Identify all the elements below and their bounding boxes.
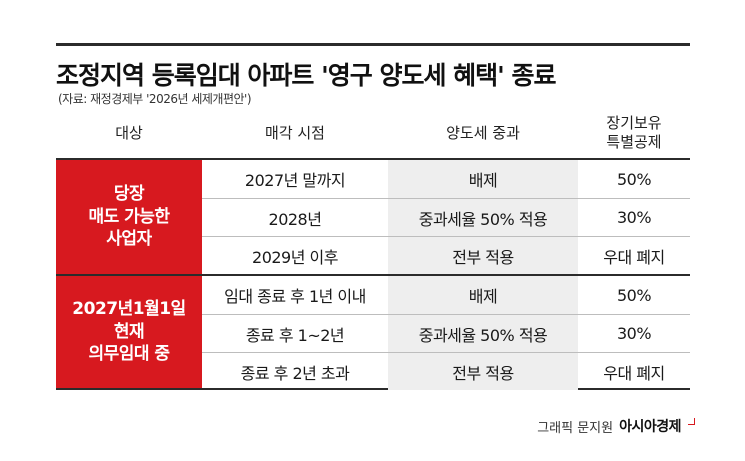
table-row: 2027년 말까지 배제 50% [202,160,690,198]
header-rule [56,158,690,160]
cell-timing: 2029년 이후 [252,247,338,267]
header-long-term-deduction-line1: 장기보유 [606,114,662,133]
cell-tax: 전부 적용 [388,353,578,390]
cell-timing: 2027년 말까지 [244,171,346,190]
cell-timing: 종료 후 1~2년 [245,325,345,345]
cell-deduction: 50% [616,169,652,189]
cell-timing: 종료 후 2년 초과 [240,363,350,383]
cell-tax: 중과세율 50% 적용 [388,199,578,236]
group-label-line: 2027년1월1일 [72,298,186,319]
header-category: 대상 [115,123,143,142]
cell-deduction: 30% [616,324,652,343]
cell-deduction: 50% [616,285,652,305]
top-rule [56,43,690,46]
cell-timing: 임대 종료 후 1년 이내 [224,287,366,306]
page-title: 조정지역 등록임대 아파트 '영구 양도세 혜택' 종료 [56,61,557,90]
group-label-line: 당장 [113,183,145,204]
cell-tax: 배제 [388,160,578,198]
source-note: (자료: 재정경제부 '2026년 세제개편안') [58,92,252,106]
graphic-credit: 그래픽 문지원 [537,420,614,436]
cell-tax: 중과세율 50% 적용 [388,315,578,352]
header-capital-gains-tax: 양도세 중과 [446,123,520,142]
table-row: 2028년 중과세율 50% 적용 30% [202,198,690,236]
header-long-term-deduction-line2: 특별공제 [606,133,662,151]
table-row: 종료 후 1~2년 중과세율 50% 적용 30% [202,314,690,352]
credit-line: 그래픽 문지원 아시아경제 [537,416,695,436]
group-mandatory-rental: 2027년1월1일 현재 의무임대 중 임대 종료 후 1년 이내 배제 50%… [56,274,690,390]
cell-timing: 2028년 [268,209,322,229]
cell-deduction: 30% [616,208,652,227]
header-sale-timing: 매각 시점 [265,123,325,142]
cell-tax: 전부 적용 [388,237,578,274]
table-row: 종료 후 2년 초과 전부 적용 우대 폐지 [202,352,690,390]
bottom-rule [56,388,690,390]
group-label-line: 현재 [113,321,145,342]
brand-logo-text: 아시아경제 [619,419,681,435]
policy-table: 대상 매각 시점 양도세 중과 장기보유 특별공제 당장 매도 가능한 사업자 … [56,108,690,390]
group-immediate-sellers: 당장 매도 가능한 사업자 2027년 말까지 배제 50% 2028년 중과세… [56,160,690,274]
brand-mark-icon [688,417,695,425]
cell-deduction: 우대 폐지 [603,363,665,383]
group-label-line: 매도 가능한 [88,206,170,227]
cell-deduction: 우대 폐지 [603,247,665,267]
table-header: 대상 매각 시점 양도세 중과 장기보유 특별공제 [56,108,690,158]
table-row: 임대 종료 후 1년 이내 배제 50% [202,276,690,314]
table-row: 2029년 이후 전부 적용 우대 폐지 [202,236,690,274]
cell-tax: 배제 [388,276,578,314]
group-label-line: 사업자 [106,229,152,250]
group-label: 당장 매도 가능한 사업자 [56,160,202,274]
group-label: 2027년1월1일 현재 의무임대 중 [56,276,202,388]
group-label-line: 의무임대 중 [88,344,170,365]
header-long-term-deduction: 장기보유 특별공제 [578,108,690,158]
